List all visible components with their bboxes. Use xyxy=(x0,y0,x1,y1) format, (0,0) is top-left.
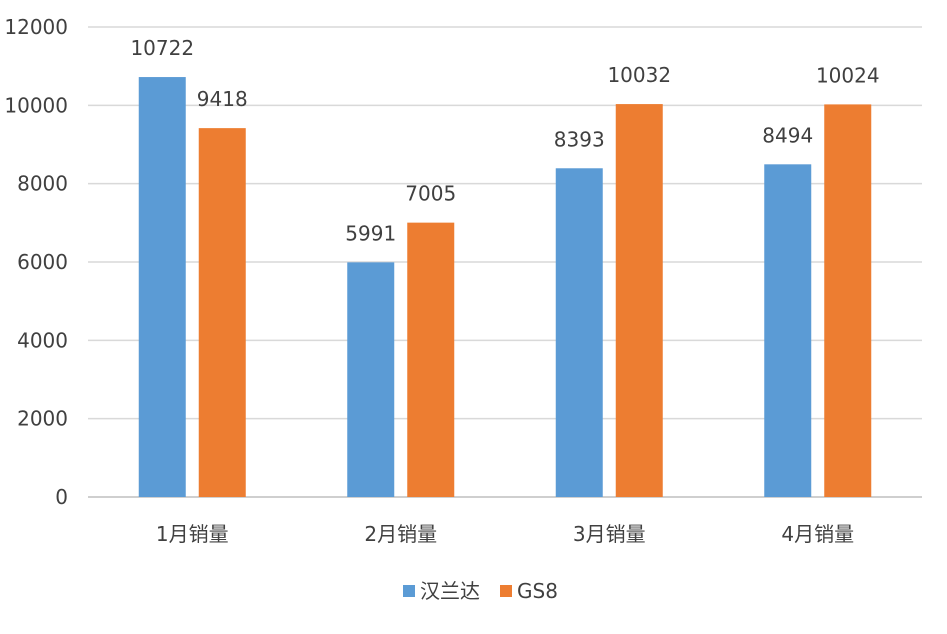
x-category-label: 4月销量 xyxy=(781,522,854,546)
data-label: 10032 xyxy=(607,63,671,87)
y-tick-label: 4000 xyxy=(17,328,68,352)
bars xyxy=(138,77,872,498)
bar-series1-4[interactable] xyxy=(764,164,812,497)
y-tick-label: 0 xyxy=(55,485,68,509)
y-tick-label: 8000 xyxy=(17,172,68,196)
data-label: 10722 xyxy=(130,36,194,60)
data-label: 9418 xyxy=(197,87,248,111)
legend-swatch xyxy=(403,585,415,597)
bar-series1-2[interactable] xyxy=(347,262,395,497)
data-label: 10024 xyxy=(816,63,880,87)
y-axis-ticks: 0 2000 4000 6000 8000 10000 12000 xyxy=(4,15,68,509)
y-tick-label: 12000 xyxy=(4,15,68,39)
data-label: 7005 xyxy=(405,182,456,206)
data-label: 8494 xyxy=(762,123,813,147)
y-tick-label: 6000 xyxy=(17,250,68,274)
x-category-label: 1月销量 xyxy=(156,522,229,546)
y-tick-label: 2000 xyxy=(17,407,68,431)
data-label: 5991 xyxy=(345,221,396,245)
data-label: 8393 xyxy=(554,127,605,151)
bar-series2-3[interactable] xyxy=(615,104,663,497)
data-labels: 10722 9418 5991 7005 8393 10032 8494 10024 xyxy=(130,36,879,245)
x-axis-categories: 1月销量 2月销量 3月销量 4月销量 xyxy=(156,522,854,546)
legend-label: GS8 xyxy=(517,579,558,603)
bar-series2-4[interactable] xyxy=(824,104,872,497)
bar-series2-2[interactable] xyxy=(407,222,455,497)
x-category-label: 3月销量 xyxy=(573,522,646,546)
legend-label: 汉兰达 xyxy=(420,579,480,603)
bar-series1-1[interactable] xyxy=(138,77,186,498)
bar-series2-1[interactable] xyxy=(198,128,246,497)
legend: 汉兰达 GS8 xyxy=(403,579,558,603)
bar-series1-3[interactable] xyxy=(555,168,603,497)
x-category-label: 2月销量 xyxy=(364,522,437,546)
y-tick-label: 10000 xyxy=(4,93,68,117)
legend-swatch xyxy=(500,585,512,597)
